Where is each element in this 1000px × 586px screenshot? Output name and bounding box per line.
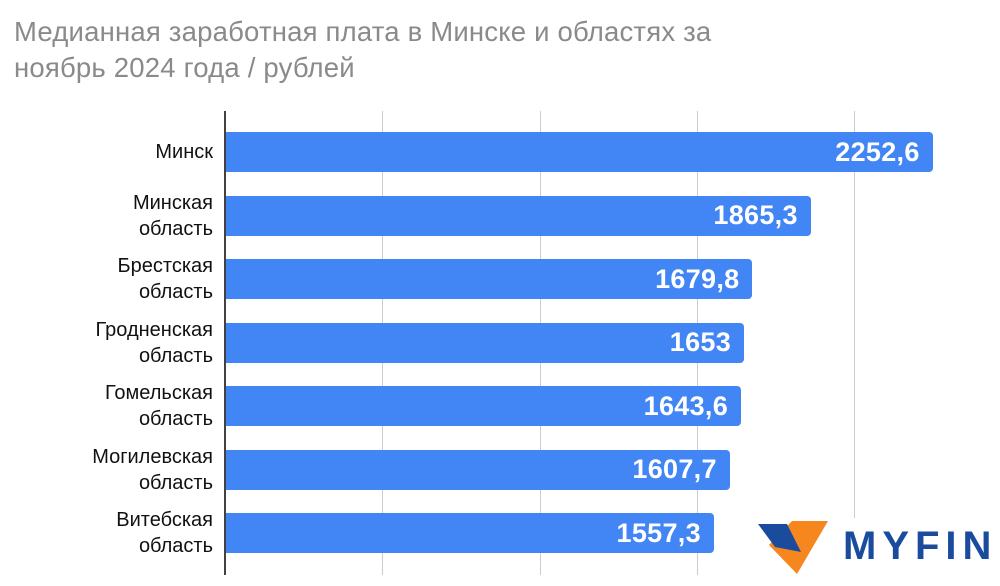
myfin-logo: MYFIN: [752, 518, 998, 575]
category-label-line: Брестская: [117, 255, 213, 278]
category-label: Могилевская область: [0, 444, 213, 496]
bar-value-label: 1607,7: [632, 454, 717, 485]
myfin-logo-icon: [758, 520, 828, 574]
category-label-line: область: [138, 471, 213, 494]
bar-5: 1607,7: [226, 449, 730, 490]
bar-value-label: 1865,3: [713, 200, 798, 231]
y-axis-line: [224, 111, 226, 575]
category-label-line: Гомельская: [104, 382, 213, 405]
category-label: Брестская область: [0, 253, 213, 305]
bar-value-label: 1557,3: [616, 517, 701, 548]
category-label: Витебская область: [0, 507, 213, 559]
category-label-line: область: [138, 408, 213, 431]
bar-1: 1865,3: [226, 195, 811, 236]
category-label-line: область: [138, 217, 213, 240]
chart-title-line-1: Медианная заработная плата в Минске и об…: [14, 16, 712, 47]
category-label-line: область: [138, 535, 213, 558]
category-label-line: Могилевская: [92, 445, 213, 468]
category-label: Гродненская область: [0, 317, 213, 369]
bar-value-label: 1653: [669, 327, 732, 358]
category-label-line: Минская: [132, 191, 213, 214]
bar-value-label: 1643,6: [643, 390, 729, 421]
category-label-line: область: [138, 344, 213, 367]
bar-4: 1643,6: [226, 386, 742, 427]
bar-0: 2252,6: [226, 132, 933, 172]
category-label-line: Минск: [155, 141, 213, 163]
bar-6: 1557,3: [226, 513, 714, 554]
category-label-line: Витебская: [116, 509, 213, 532]
myfin-logo-text: MYFIN: [843, 523, 998, 568]
chart-title: Медианная заработная плата в Минске и об…: [14, 14, 974, 86]
category-label: Минская область: [0, 190, 213, 242]
chart-title-line-2: ноябрь 2024 года / рублей: [14, 52, 355, 83]
bar-3: 1653: [226, 322, 745, 363]
bar-value-label: 1679,8: [655, 263, 740, 294]
bar-value-label: 2252,6: [835, 136, 920, 167]
gridline-2000: [854, 111, 856, 575]
category-label: Гомельская область: [0, 380, 213, 432]
category-label-line: Гродненская: [95, 318, 213, 341]
bar-2: 1679,8: [226, 259, 753, 300]
category-label: Минск: [0, 139, 213, 165]
category-label-line: область: [138, 281, 213, 304]
